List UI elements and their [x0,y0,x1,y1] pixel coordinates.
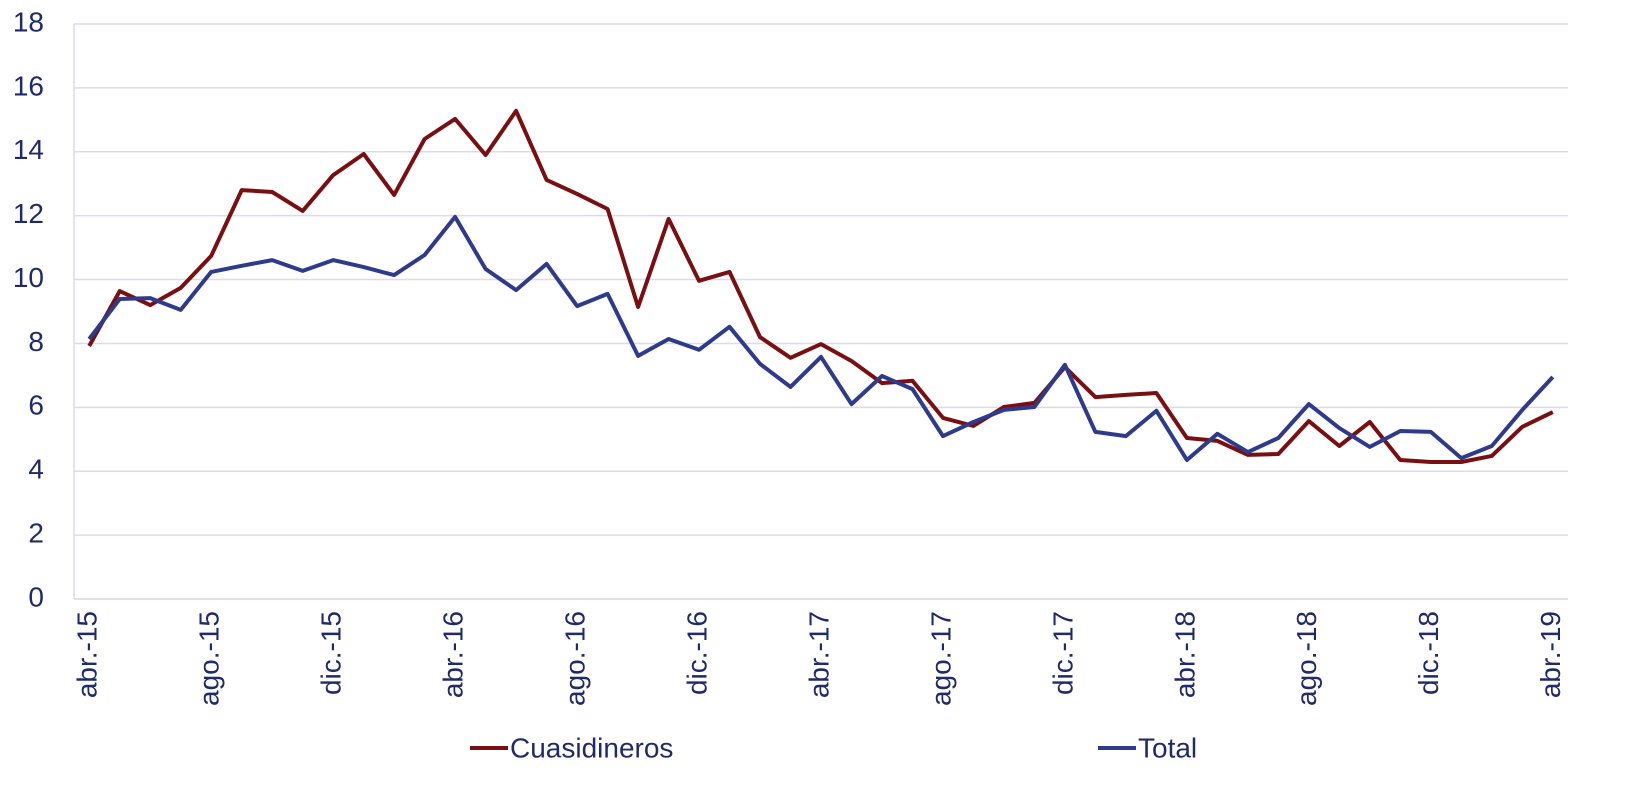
x-tick-label: abr.-18 [1169,611,1200,698]
x-tick-label: dic.-18 [1413,611,1444,695]
y-tick-label: 4 [28,454,44,485]
y-tick-label: 2 [28,518,44,549]
y-tick-label: 18 [13,6,44,37]
x-tick-label: ago.-17 [925,611,956,706]
line-series [87,108,1554,464]
x-tick-label: abr.-17 [803,611,834,698]
x-tick-label: abr.-15 [72,611,103,698]
x-tick-label: ago.-16 [559,611,590,706]
x-tick-label: dic.-15 [316,611,347,695]
x-tick-label: dic.-17 [1047,611,1078,695]
y-tick-label: 12 [13,198,44,229]
y-tick-label: 10 [13,262,44,293]
line-series [87,214,1555,462]
y-tick-label: 6 [28,390,44,421]
x-tick-label: ago.-15 [194,611,225,706]
y-tick-label: 8 [28,326,44,357]
x-tick-label: abr.-16 [438,611,469,698]
legend-label: Total [1138,732,1197,763]
y-tick-label: 0 [28,581,44,612]
y-tick-label: 14 [13,134,44,165]
y-tick-label: 16 [13,70,44,101]
x-tick-label: ago.-18 [1291,611,1322,706]
x-tick-label: dic.-16 [681,611,712,695]
legend-label: Cuasidineros [510,732,673,763]
x-tick-label: abr.-19 [1535,611,1566,698]
